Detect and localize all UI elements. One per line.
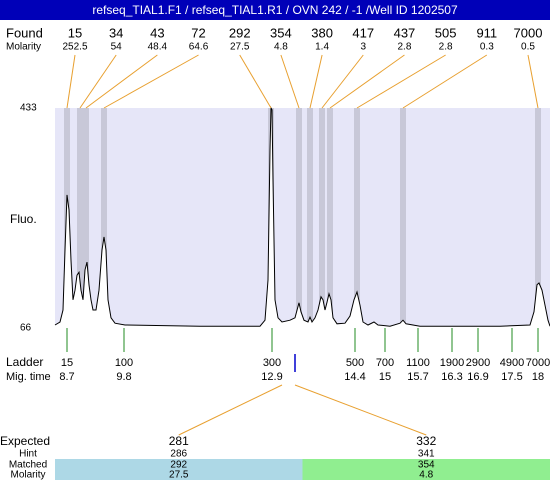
ladder-size: 7000 bbox=[526, 357, 550, 369]
found-size: 43 bbox=[150, 25, 164, 40]
found-label: Found bbox=[6, 25, 43, 40]
expected-row-label: Molarity bbox=[10, 470, 45, 480]
expected-expected: 332 bbox=[416, 434, 436, 448]
found-molarity: 2.8 bbox=[398, 42, 412, 53]
ladder-time: 16.3 bbox=[441, 371, 462, 383]
band bbox=[535, 108, 541, 328]
ladder-time: 8.7 bbox=[59, 371, 74, 383]
trace-area bbox=[55, 108, 550, 328]
ladder-size: 700 bbox=[376, 357, 394, 369]
found-molarity: 2.8 bbox=[439, 42, 453, 53]
ladder-label: Ladder bbox=[6, 355, 43, 369]
found-size: 417 bbox=[352, 25, 374, 40]
found-size: 380 bbox=[311, 25, 333, 40]
connector bbox=[79, 54, 117, 109]
connector bbox=[329, 54, 405, 109]
ladder-size: 1900 bbox=[440, 357, 464, 369]
connector bbox=[527, 54, 539, 109]
found-size: 437 bbox=[394, 25, 416, 40]
found-size: 292 bbox=[229, 25, 251, 40]
band bbox=[101, 108, 107, 328]
title-bar bbox=[0, 0, 550, 20]
y-label: Fluo. bbox=[10, 212, 37, 226]
ladder-size: 4900 bbox=[500, 357, 524, 369]
ladder-time: 9.8 bbox=[116, 371, 131, 383]
ladder-time: 14.4 bbox=[344, 371, 365, 383]
ladder-size: 100 bbox=[115, 357, 133, 369]
found-molarity: 0.3 bbox=[480, 42, 494, 53]
ladder-time: 16.9 bbox=[467, 371, 488, 383]
connector bbox=[321, 54, 364, 109]
expected-row-label: Expected bbox=[0, 434, 50, 448]
matched-bg bbox=[302, 459, 550, 480]
found-molarity: 27.5 bbox=[230, 42, 250, 53]
migtime-label: Mig. time bbox=[6, 371, 51, 383]
y-tick-label: 433 bbox=[20, 103, 37, 114]
ladder-size: 300 bbox=[263, 357, 281, 369]
connector bbox=[356, 54, 446, 109]
matched-bg bbox=[55, 459, 303, 480]
ladder-size: 2900 bbox=[466, 357, 490, 369]
ladder-size: 15 bbox=[61, 357, 73, 369]
ladder-time: 15 bbox=[379, 371, 391, 383]
found-size: 354 bbox=[270, 25, 292, 40]
found-size: 505 bbox=[435, 25, 457, 40]
expected-molarity: 27.5 bbox=[169, 470, 189, 480]
title: refseq_TIAL1.F1 / refseq_TIAL1.R1 / OVN … bbox=[92, 3, 458, 17]
found-molarity: 48.4 bbox=[148, 42, 168, 53]
connector bbox=[309, 54, 323, 109]
found-molarity: 0.5 bbox=[521, 42, 535, 53]
expected-connector bbox=[178, 384, 283, 436]
expected-hint: 286 bbox=[170, 449, 187, 460]
found-size: 7000 bbox=[514, 25, 543, 40]
connector bbox=[85, 54, 158, 109]
expected-expected: 281 bbox=[169, 434, 189, 448]
ladder-time: 17.5 bbox=[501, 371, 522, 383]
found-molarity: 252.5 bbox=[62, 42, 87, 53]
band bbox=[77, 108, 83, 328]
found-size: 34 bbox=[109, 25, 123, 40]
band bbox=[307, 108, 313, 328]
band bbox=[319, 108, 325, 328]
found-size: 72 bbox=[191, 25, 205, 40]
ladder-time: 18 bbox=[532, 371, 544, 383]
ladder-time: 15.7 bbox=[407, 371, 428, 383]
band bbox=[400, 108, 406, 328]
found-molarity: 1.4 bbox=[315, 42, 329, 53]
found-size: 911 bbox=[476, 25, 497, 40]
found-size: 15 bbox=[68, 25, 82, 40]
trace-line bbox=[54, 106, 550, 327]
connector bbox=[402, 54, 488, 109]
connector bbox=[103, 54, 199, 109]
connector bbox=[239, 54, 272, 109]
band bbox=[327, 108, 333, 328]
band bbox=[83, 108, 89, 328]
ladder-size: 500 bbox=[346, 357, 364, 369]
connector bbox=[66, 54, 76, 109]
plot-area bbox=[55, 108, 550, 328]
expected-hint: 341 bbox=[418, 449, 435, 460]
band bbox=[296, 108, 302, 328]
found-molarity: 54 bbox=[111, 42, 123, 53]
expected-row-label: Hint bbox=[19, 449, 37, 460]
band bbox=[354, 108, 360, 328]
molarity-label: Molarity bbox=[6, 42, 41, 53]
expected-connector bbox=[294, 384, 427, 436]
expected-molarity: 4.8 bbox=[419, 470, 433, 480]
expected-matched: 354 bbox=[418, 460, 435, 471]
y-tick-label: 66 bbox=[20, 323, 32, 334]
found-molarity: 64.6 bbox=[189, 42, 209, 53]
found-molarity: 4.8 bbox=[274, 42, 288, 53]
expected-matched: 292 bbox=[170, 460, 187, 471]
ladder-time: 12.9 bbox=[261, 371, 282, 383]
found-molarity: 3 bbox=[360, 42, 366, 53]
connector bbox=[280, 54, 300, 109]
expected-row-label: Matched bbox=[9, 460, 47, 471]
ladder-size: 1100 bbox=[406, 357, 430, 369]
